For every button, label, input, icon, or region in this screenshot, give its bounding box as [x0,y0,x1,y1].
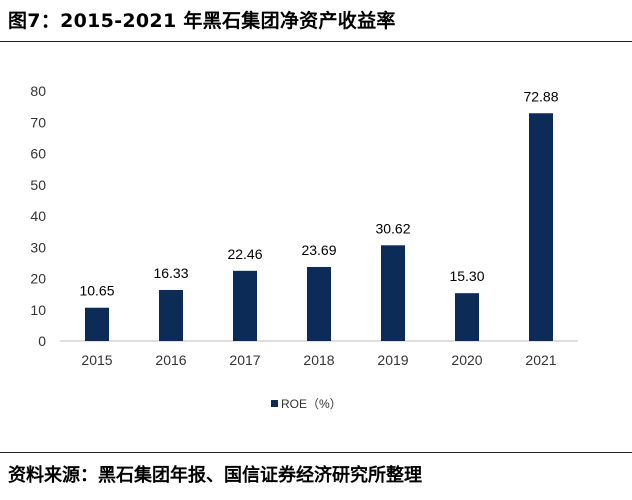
x-tick-label-2017: 2017 [229,352,260,368]
legend-label: ROE（%） [281,397,342,411]
data-label-2020: 15.30 [449,268,484,284]
bar-2020 [455,293,479,341]
y-tick-label: 70 [30,114,46,130]
bar-2017 [233,270,257,341]
data-label-2018: 23.69 [301,242,336,258]
bar-2019 [381,245,405,341]
y-tick-label: 0 [38,333,46,349]
bar-2016 [159,289,183,341]
y-tick-label: 10 [30,302,46,318]
top-rule [0,41,632,42]
x-tick-label-2019: 2019 [377,352,408,368]
legend-swatch [271,400,278,407]
data-label-2015: 10.65 [79,283,114,299]
x-tick-label-2016: 2016 [155,352,186,368]
bar-2018 [307,266,331,341]
y-tick-label: 80 [30,83,46,99]
data-label-2019: 30.62 [375,220,410,236]
y-tick-label: 30 [30,239,46,255]
x-tick-label-2015: 2015 [81,352,112,368]
data-label-2021: 72.88 [523,88,558,104]
figure-title: 图7：2015-2021 年黑石集团净资产收益率 [8,10,396,32]
bottom-rule [0,452,632,453]
y-tick-label: 50 [30,177,46,193]
data-label-2017: 22.46 [227,246,262,262]
data-label-2016: 16.33 [153,265,188,281]
x-tick-label-2021: 2021 [525,352,556,368]
y-tick-label: 20 [30,271,46,287]
x-tick-label-2020: 2020 [451,352,482,368]
x-tick-label-2018: 2018 [303,352,334,368]
bar-2015 [85,307,109,341]
y-tick-label: 40 [30,208,46,224]
y-tick-label: 60 [30,146,46,162]
legend: ROE（%） [271,395,342,412]
bar-2021 [529,113,553,341]
figure-source: 资料来源：黑石集团年报、国信证券经济研究所整理 [8,465,422,486]
